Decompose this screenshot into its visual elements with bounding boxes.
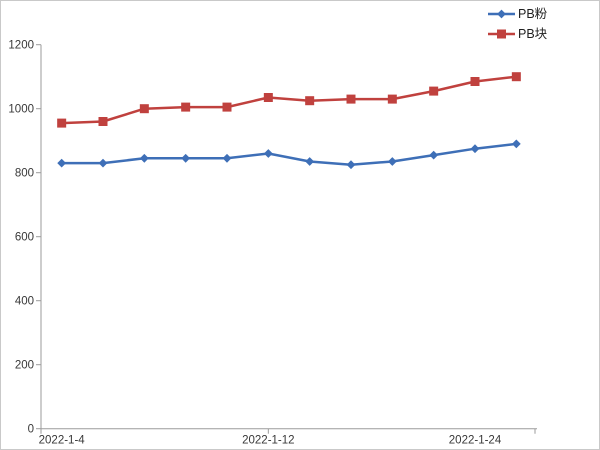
series-marker-diamond	[346, 160, 356, 170]
series-marker-diamond	[263, 149, 273, 158]
series-marker-square	[181, 102, 191, 112]
legend-swatch-pb-lump-icon	[488, 29, 515, 39]
legend: PB粉 PB块	[488, 4, 547, 44]
series-marker-square	[305, 96, 315, 106]
series-marker-square	[470, 77, 480, 86]
legend-item-pb-fines: PB粉	[488, 4, 547, 24]
series-marker-diamond	[98, 158, 108, 168]
series-marker-diamond	[57, 158, 67, 168]
series-line-diamond	[61, 142, 517, 166]
series-marker-diamond	[470, 144, 480, 154]
series-marker-square	[346, 94, 356, 104]
series-marker-diamond	[511, 139, 521, 149]
y-axis-label: 1200	[8, 40, 34, 52]
legend-label-pb-fines: PB粉	[518, 6, 548, 21]
series-marker-square	[511, 72, 521, 82]
series-marker-square	[57, 118, 67, 128]
series-marker-diamond	[139, 153, 149, 163]
series-marker-square	[139, 104, 149, 114]
legend-item-pb-lump: PB块	[488, 24, 547, 44]
series-marker-square	[387, 94, 397, 104]
series-marker-square	[497, 29, 506, 39]
x-axis-label: 2022-1-12	[242, 435, 294, 447]
series-marker-diamond	[429, 150, 439, 160]
y-axis-label: 800	[15, 168, 34, 180]
legend-label-pb-lump: PB块	[518, 26, 548, 41]
y-axis-label: 0	[28, 424, 34, 436]
series-marker-diamond	[222, 153, 232, 163]
x-axis-label: 2022-1-4	[39, 435, 86, 447]
y-axis-label: 400	[15, 296, 34, 308]
series-marker-square	[98, 117, 108, 126]
series-marker-square	[222, 102, 232, 112]
series-marker-diamond	[181, 153, 191, 163]
legend-swatch-pb-fines-icon	[488, 9, 515, 19]
y-axis-label: 1000	[8, 104, 34, 116]
series-marker-diamond	[305, 157, 315, 166]
series-marker-diamond	[387, 157, 397, 166]
series-marker-diamond	[497, 9, 506, 19]
series-marker-square	[263, 93, 273, 102]
series-line-square	[61, 75, 517, 125]
x-axis-label: 2022-1-24	[449, 435, 502, 447]
y-axis-label: 200	[15, 360, 34, 372]
y-axis-label: 600	[15, 232, 34, 244]
series-marker-square	[429, 86, 439, 96]
